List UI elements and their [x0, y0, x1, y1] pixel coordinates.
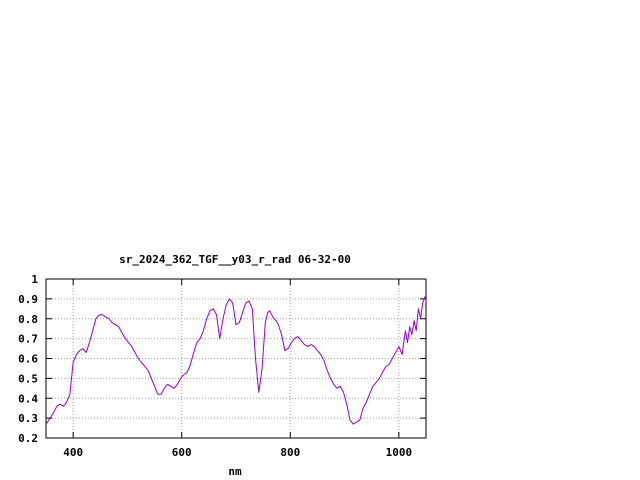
y-tick-label-0: 0.2 [18, 432, 38, 445]
x-tick-label-0: 400 [63, 446, 83, 459]
y-tick-label-8: 1 [31, 273, 38, 286]
x-axis-label: nm [228, 465, 242, 478]
y-tick-label-1: 0.3 [18, 412, 38, 425]
series-layer [45, 296, 427, 425]
x-tick-label-1: 600 [172, 446, 192, 459]
y-tick-label-4: 0.6 [18, 353, 38, 366]
x-tick-label-2: 800 [280, 446, 300, 459]
x-tick-label-3: 1000 [386, 446, 413, 459]
series-line-0 [45, 296, 427, 425]
chart-title: sr_2024_362_TGF__y03_r_rad 06-32-00 [119, 253, 351, 266]
y-tick-label-6: 0.8 [18, 313, 38, 326]
y-tick-label-5: 0.7 [18, 333, 38, 346]
y-tick-label-2: 0.4 [18, 392, 38, 405]
grid-lines [46, 279, 426, 438]
axes [45, 278, 427, 439]
y-tick-label-3: 0.5 [18, 372, 38, 385]
y-tick-label-7: 0.9 [18, 293, 38, 306]
tick-labels: 400 600 800 1000 0.2 0.3 0.4 0.5 0.6 0.7 0.8 0.9 1 [18, 273, 412, 459]
